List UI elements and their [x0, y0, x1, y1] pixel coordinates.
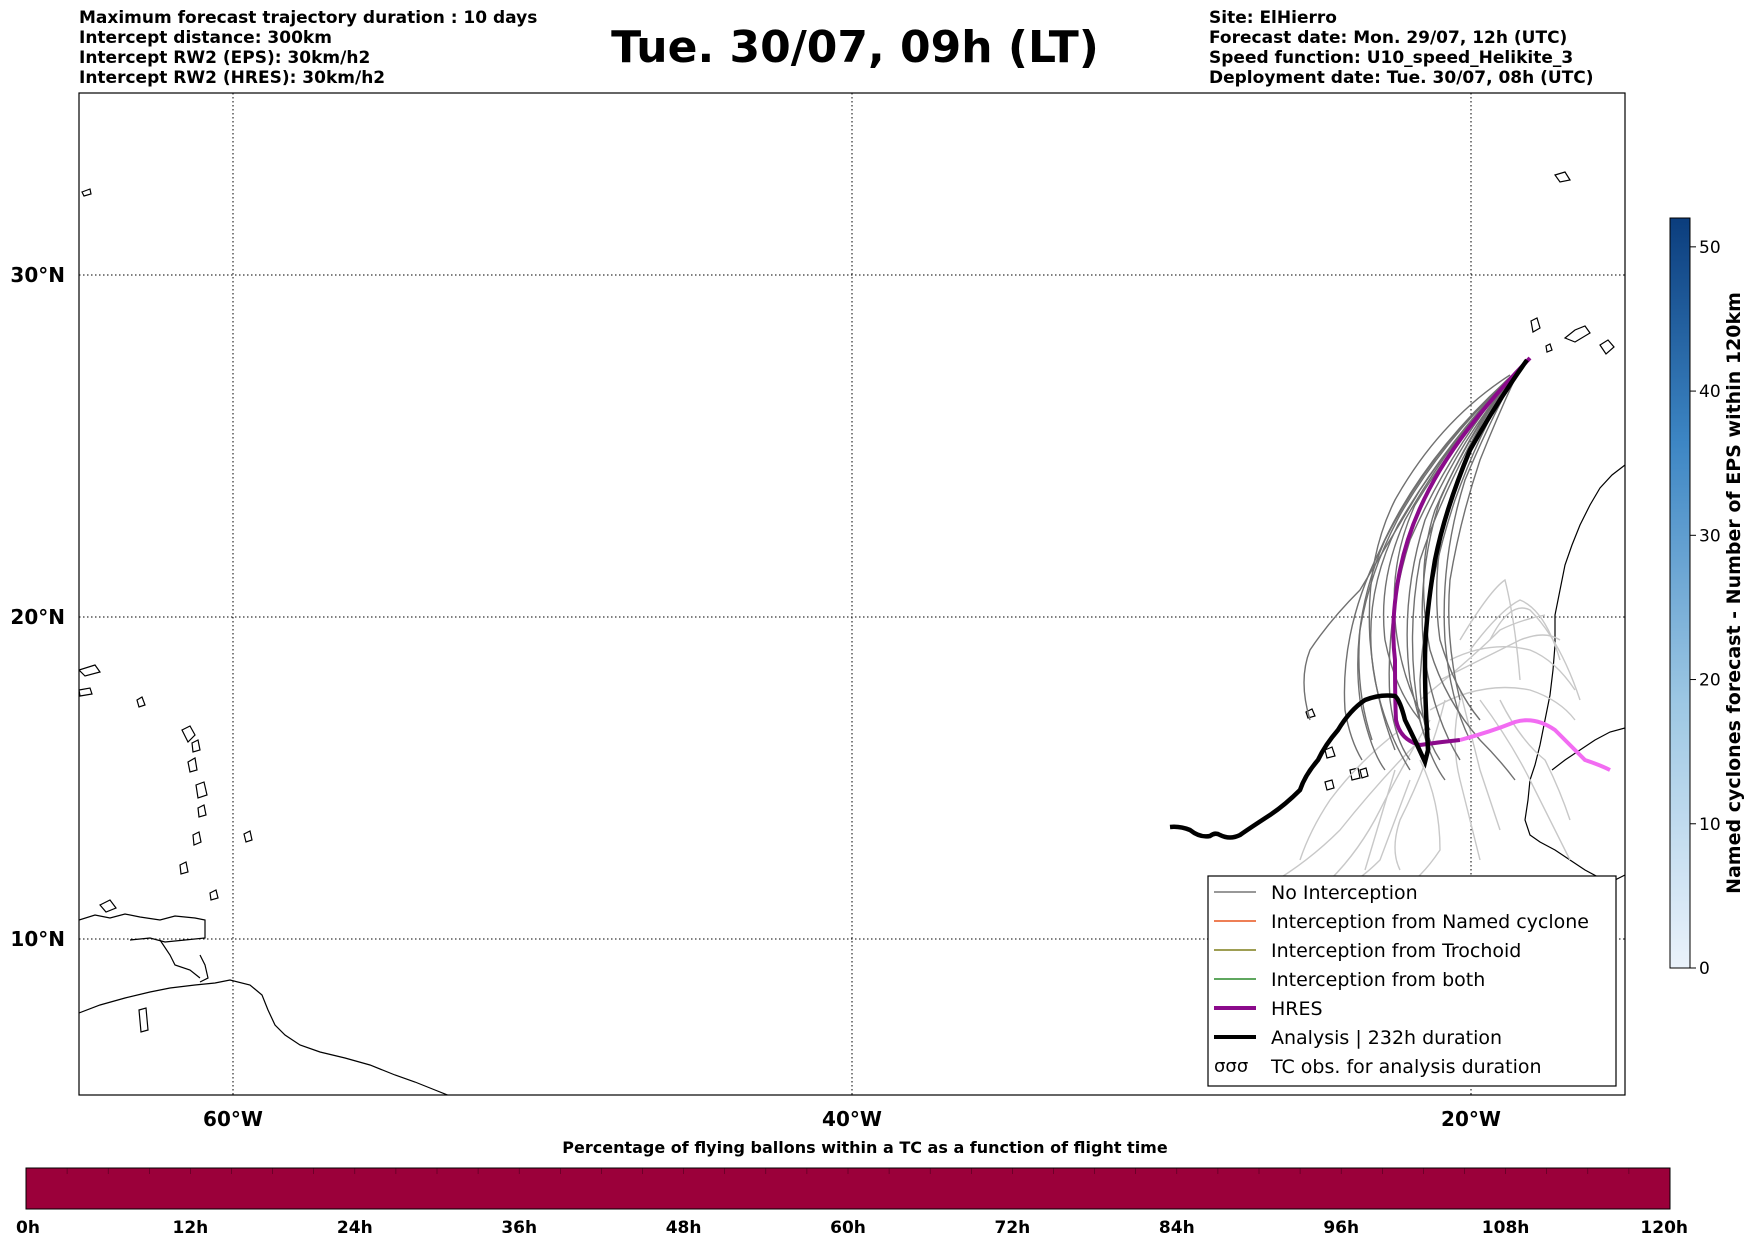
- header-left-line: Intercept RW2 (EPS): 30km/h2: [79, 48, 371, 68]
- latitude-label: 10°N: [10, 927, 65, 951]
- legend-label: No Interception: [1271, 882, 1418, 904]
- coastlines: [79, 171, 1625, 1095]
- legend-item: No Interception: [1214, 882, 1418, 904]
- colorbar-tick-label: 30: [1699, 526, 1721, 546]
- flight-time-tick-label: 84h: [1159, 1218, 1195, 1238]
- latitude-label: 30°N: [10, 263, 65, 287]
- header-right-line: Forecast date: Mon. 29/07, 12h (UTC): [1209, 28, 1568, 48]
- legend-label: Interception from both: [1271, 969, 1485, 991]
- colorbar-tick-label: 10: [1699, 815, 1721, 835]
- longitude-label: 60°W: [203, 1107, 263, 1131]
- flight-time-tick-label: 24h: [337, 1218, 373, 1238]
- analysis-trajectory: [1169, 358, 1529, 840]
- cyclone-colorbar-label: Named cyclones forecast - Number of EPS …: [1723, 292, 1745, 894]
- longitude-label: 20°W: [1441, 1107, 1501, 1131]
- header-left-line: Intercept distance: 300km: [79, 28, 332, 48]
- legend-label: Interception from Named cyclone: [1271, 911, 1589, 933]
- flight-time-tick-label: 48h: [666, 1218, 702, 1238]
- map-legend: No Interception Interception from Named c…: [1207, 875, 1617, 1087]
- flight-time-tick-label: 108h: [1482, 1218, 1530, 1238]
- legend-item: σσσ TC obs. for analysis duration: [1214, 1056, 1542, 1078]
- colorbar-tick-label: 20: [1699, 671, 1721, 691]
- longitude-label: 40°W: [822, 1107, 882, 1131]
- flight-time-tick-label: 60h: [830, 1218, 866, 1238]
- legend-label: Analysis | 232h duration: [1271, 1027, 1502, 1049]
- legend-item: Interception from Trochoid: [1214, 940, 1521, 962]
- header-right-line: Speed function: U10_speed_Helikite_3: [1209, 48, 1574, 68]
- longitude-labels: 60°W 40°W 20°W: [203, 1107, 1501, 1131]
- colorbar-tick-label: 50: [1699, 238, 1721, 258]
- legend-item: HRES: [1214, 998, 1323, 1020]
- legend-label: TC obs. for analysis duration: [1270, 1056, 1542, 1078]
- flight-time-tick-label: 0h: [16, 1218, 40, 1238]
- flight-time-tick-label: 36h: [501, 1218, 537, 1238]
- flight-time-colorbar: Percentage of flying ballons within a TC…: [16, 1138, 1688, 1238]
- header-right-line: Deployment date: Tue. 30/07, 08h (UTC): [1209, 68, 1594, 88]
- legend-item: Interception from both: [1214, 969, 1485, 991]
- legend-label: HRES: [1271, 998, 1323, 1020]
- header-right-line: Site: ElHierro: [1209, 8, 1337, 28]
- header-left-line: Intercept RW2 (HRES): 30km/h2: [79, 68, 386, 88]
- map-panel[interactable]: No Interception Interception from Named c…: [78, 92, 1626, 1100]
- legend-item: Analysis | 232h duration: [1214, 1027, 1502, 1049]
- flight-time-colorbar-title: Percentage of flying ballons within a TC…: [562, 1138, 1168, 1157]
- latitude-labels: 30°N 20°N 10°N: [10, 263, 65, 951]
- colorbar-tick-label: 40: [1699, 382, 1721, 402]
- header-left-line: Maximum forecast trajectory duration : 1…: [79, 8, 538, 28]
- header-right-info: Site: ElHierro Forecast date: Mon. 29/07,…: [1209, 8, 1594, 88]
- colorbar-tick-label: 0: [1699, 959, 1710, 979]
- cyclone-colorbar: 0 10 20 30 40 50 Named cyclones forecast - Nu…: [1669, 217, 1745, 979]
- tc-symbol-icon: σσσ: [1214, 1056, 1248, 1077]
- flight-time-tick-label: 96h: [1323, 1218, 1359, 1238]
- flight-time-tick-label: 72h: [995, 1218, 1031, 1238]
- legend-label: Interception from Trochoid: [1271, 940, 1521, 962]
- latitude-label: 20°N: [10, 605, 65, 629]
- flight-time-tick-label: 12h: [173, 1218, 209, 1238]
- page-title: Tue. 30/07, 09h (LT): [611, 22, 1099, 73]
- hres-trajectory-late: [1459, 718, 1611, 772]
- header-left-info: Maximum forecast trajectory duration : 1…: [79, 8, 537, 88]
- flight-time-tick-label: 120h: [1640, 1218, 1688, 1238]
- legend-item: Interception from Named cyclone: [1214, 911, 1589, 933]
